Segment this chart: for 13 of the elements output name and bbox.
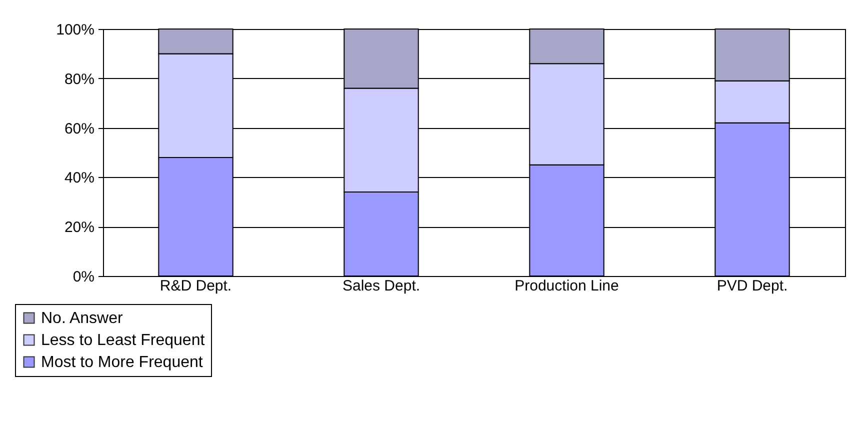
y-tick-label: 100%: [56, 22, 94, 38]
x-tick-label: Production Line: [514, 278, 619, 294]
legend-label: Less to Least Frequent: [41, 332, 206, 349]
legend-label: Most to More Frequent: [41, 354, 204, 371]
y-tick-label: 60%: [64, 120, 94, 138]
x-tick-label: R&D Dept.: [160, 278, 232, 294]
y-tick-label: 0%: [72, 268, 94, 286]
legend-label: No. Answer: [41, 310, 124, 327]
y-tick-label: 20%: [64, 219, 94, 236]
y-tick-label: 40%: [64, 170, 94, 187]
x-tick-label: PVD Dept.: [716, 278, 788, 294]
x-tick-label: Sales Dept.: [342, 278, 420, 294]
y-tick-label: 80%: [64, 70, 94, 88]
